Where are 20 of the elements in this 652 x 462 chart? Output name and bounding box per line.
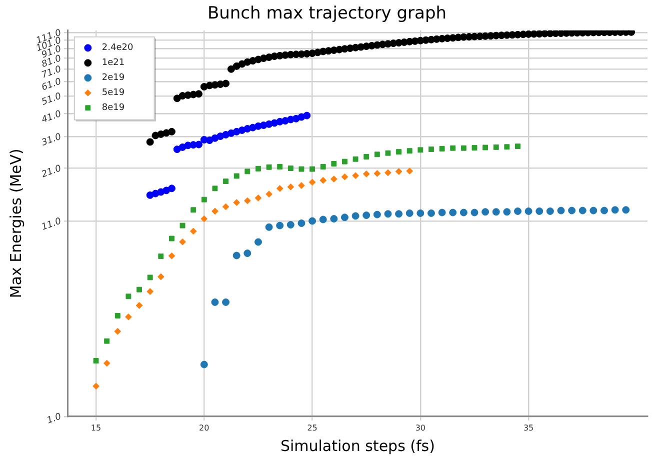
- x-tick-label: 30: [415, 423, 426, 432]
- legend-label: 5e19: [102, 88, 125, 98]
- x-tick-label: 20: [199, 423, 210, 432]
- y-tick-label: 41.0: [40, 109, 63, 126]
- x-axis-title: Simulation steps (fs): [280, 436, 435, 455]
- y-axis-title: Max Energies (MeV): [6, 148, 25, 298]
- legend-label: 2e19: [102, 73, 125, 84]
- y-tick-label: 51.0: [40, 91, 63, 108]
- x-tick-label: 15: [90, 423, 102, 432]
- y-tick-label: 31.0: [40, 132, 63, 148]
- y-tick-label: 11.0: [40, 216, 63, 233]
- legend-label: 2.4e20: [102, 43, 134, 54]
- y-tick-label: 61.0: [40, 76, 63, 94]
- x-tick-label: 25: [307, 423, 318, 432]
- x-tick-label: 35: [523, 423, 534, 432]
- chart-title: Bunch max trajectory graph: [207, 4, 447, 24]
- legend-label: 1e21: [102, 58, 125, 68]
- y-tick-label: 21.0: [40, 164, 63, 180]
- y-tick-label: 1.0: [46, 412, 63, 426]
- legend-label: 8e19: [102, 103, 125, 114]
